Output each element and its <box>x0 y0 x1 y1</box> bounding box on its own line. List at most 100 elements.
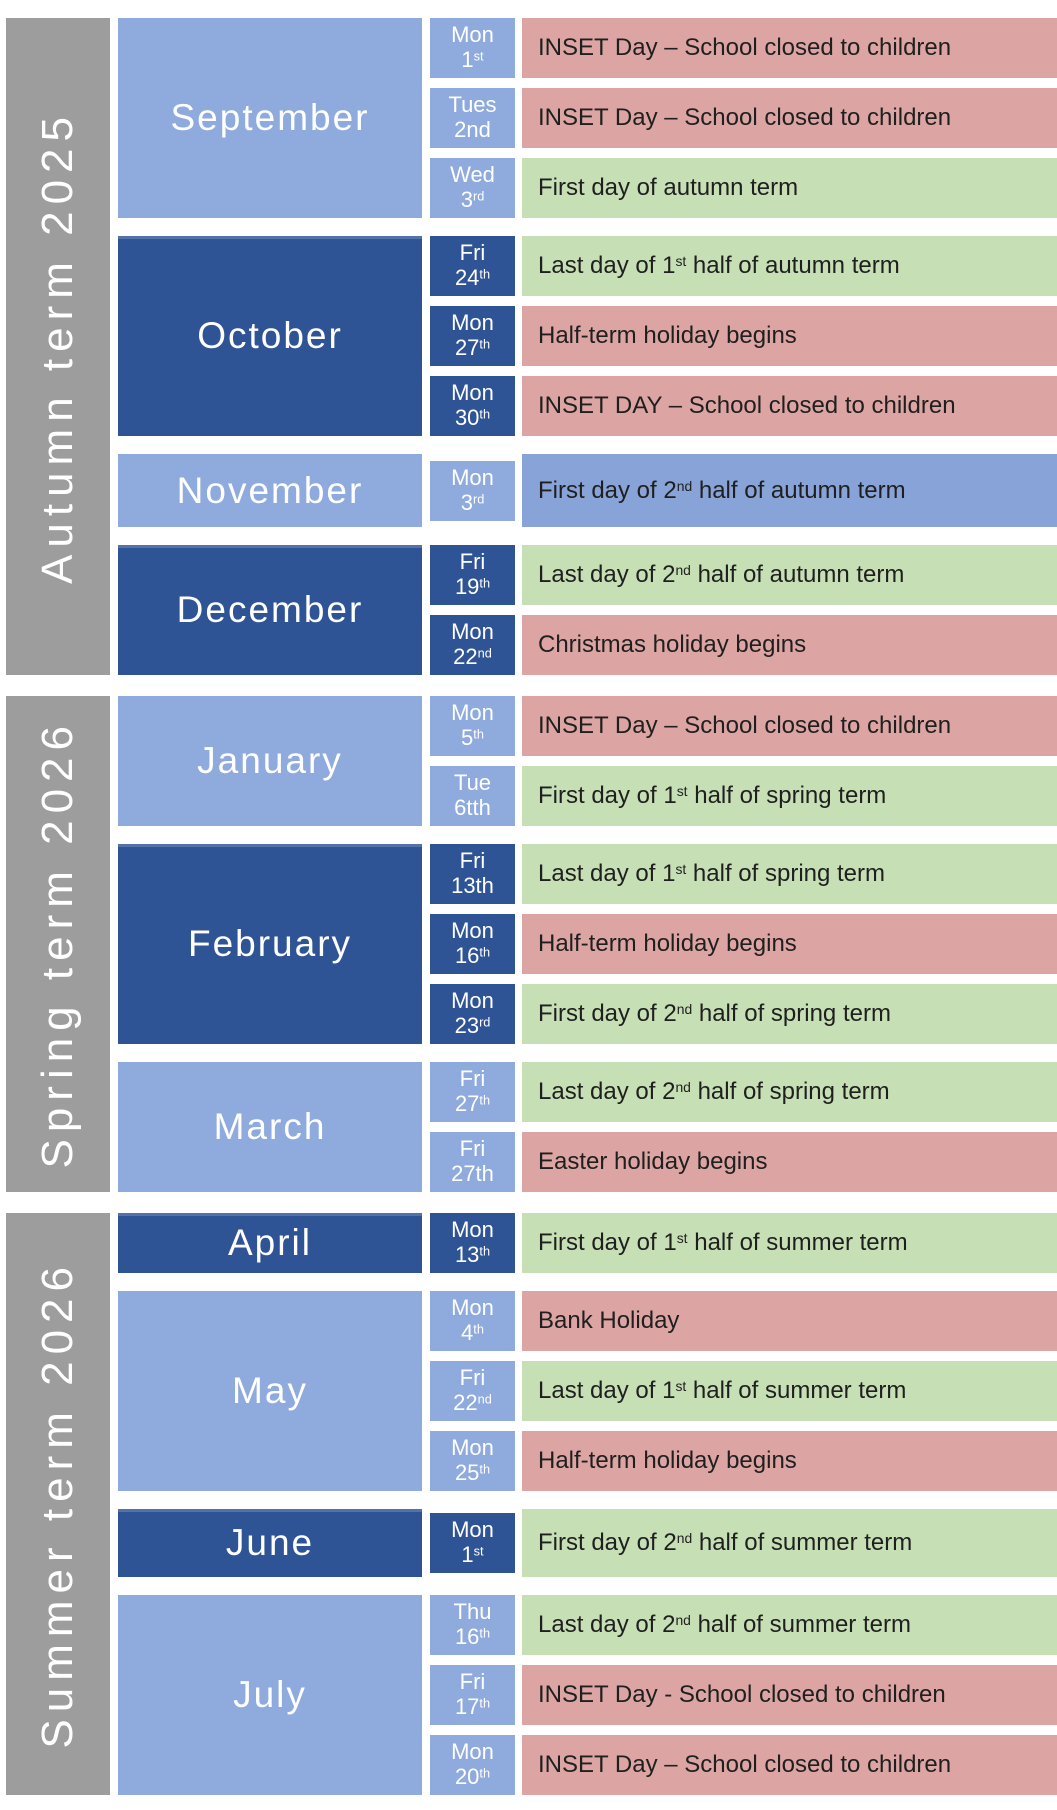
month-group: January Mon 5th INSET Day – School closed t… <box>118 696 1057 826</box>
event-cell: First day of 1st half of spring term <box>522 766 1057 826</box>
event-label: First day of 2nd half of summer term <box>538 1529 913 1556</box>
date-cell: Mon 22nd <box>430 615 515 675</box>
day-name: Mon <box>451 22 494 48</box>
term-label: Autumn term 2025 <box>33 109 82 584</box>
date-number: 13th <box>454 1242 491 1267</box>
event-row: Thu 16th Last day of 2nd half of summer te… <box>430 1595 1057 1655</box>
event-row: Fri 13th Last day of 1st half of spring te… <box>430 844 1057 904</box>
month-group: June Mon 1st First day of 2nd half of summe… <box>118 1509 1057 1577</box>
event-row: Mon 4th Bank Holiday <box>430 1291 1057 1351</box>
term-section: Spring term 2026 January Mon 5th INSET Day –… <box>6 696 1057 1192</box>
day-name: Mon <box>451 700 494 726</box>
month-cell: May <box>118 1291 422 1491</box>
month-group: July Thu 16th Last day of 2nd half of summe… <box>118 1595 1057 1795</box>
event-row: Mon 30th INSET DAY – School closed to chil… <box>430 376 1057 436</box>
event-row: Wed 3rd First day of autumn term <box>430 158 1057 218</box>
month-label: October <box>197 315 343 356</box>
day-name: Mon <box>451 1217 494 1243</box>
day-name: Fri <box>459 1365 486 1391</box>
month-label: March <box>213 1106 327 1147</box>
event-row: Mon 3rd First day of 2nd half of autumn te… <box>430 454 1057 527</box>
term-sidebar: Spring term 2026 <box>6 696 110 1192</box>
month-cell: June <box>118 1509 422 1577</box>
day-name: Fri <box>459 549 486 575</box>
date-cell: Mon 1st <box>430 18 515 78</box>
date-cell: Wed 3rd <box>430 158 515 218</box>
rows-column: Fri 27th Last day of 2nd half of spring te… <box>430 1062 1057 1192</box>
month-cell: October <box>118 236 422 436</box>
date-number: 22nd <box>453 644 492 669</box>
month-group: March Fri 27th Last day of 2nd half of spri… <box>118 1062 1057 1192</box>
rows-column: Fri 24th Last day of 1st half of autumn te… <box>430 236 1057 436</box>
event-label: Last day of 1st half of autumn term <box>538 252 900 279</box>
date-number: 13th <box>451 873 494 898</box>
date-number: 25th <box>454 1460 491 1485</box>
day-name: Tues <box>448 92 497 118</box>
month-label: January <box>197 740 343 781</box>
date-cell: Fri 24th <box>430 236 515 296</box>
date-number: 3rd <box>460 489 485 515</box>
event-row: Tues 2nd INSET Day – School closed to chil… <box>430 88 1057 148</box>
event-label: First day of 1st half of spring term <box>538 782 887 809</box>
month-label: November <box>176 469 364 511</box>
date-number: 23rd <box>454 1013 491 1038</box>
date-number: 1st <box>461 1542 484 1567</box>
rows-column: Thu 16th Last day of 2nd half of summer te… <box>430 1595 1057 1795</box>
event-cell: Bank Holiday <box>522 1291 1057 1351</box>
date-cell: Mon 16th <box>430 914 515 974</box>
date-cell: Mon 3rd <box>430 460 515 521</box>
month-cell: March <box>118 1062 422 1192</box>
event-label: INSET Day – School closed to children <box>538 104 952 131</box>
date-number: 20th <box>454 1764 491 1789</box>
month-group: December Fri 19th Last day of 2nd half of a… <box>118 545 1057 675</box>
event-cell: INSET Day – School closed to children <box>522 18 1057 78</box>
date-number: 4th <box>461 1320 484 1345</box>
day-name: Thu <box>453 1599 492 1625</box>
term-sidebar: Summer term 2026 <box>6 1213 110 1795</box>
event-cell: First day of autumn term <box>522 158 1057 218</box>
date-number: 16th <box>454 1624 491 1649</box>
event-cell: First day of 2nd half of autumn term <box>522 454 1057 527</box>
event-label: Last day of 2nd half of spring term <box>538 1078 890 1105</box>
day-name: Mon <box>451 464 494 490</box>
event-label: INSET Day – School closed to children <box>538 1751 952 1778</box>
month-label: December <box>176 589 364 630</box>
event-label: Last day of 2nd half of summer term <box>538 1611 911 1638</box>
event-cell: Last day of 1st half of summer term <box>522 1361 1057 1421</box>
rows-column: Mon 4th Bank Holiday Fri 22nd Last day of 1st… <box>430 1291 1057 1491</box>
event-cell: Easter holiday begins <box>522 1132 1057 1192</box>
month-label: April <box>227 1222 313 1263</box>
month-label: September <box>170 97 370 138</box>
month-group: November Mon 3rd First day of 2nd half of a… <box>118 454 1057 527</box>
event-row: Fri 17th INSET Day - School closed to chil… <box>430 1665 1057 1725</box>
event-label: Easter holiday begins <box>538 1148 768 1175</box>
month-group: September Mon 1st INSET Day – School closed… <box>118 18 1057 218</box>
event-row: Mon 16th Half-term holiday begins <box>430 914 1057 974</box>
day-name: Mon <box>451 1739 494 1765</box>
event-row: Mon 5th INSET Day – School closed to child… <box>430 696 1057 756</box>
event-label: Bank Holiday <box>538 1307 680 1334</box>
date-number: 6tth <box>454 795 491 820</box>
event-cell: INSET Day – School closed to children <box>522 1735 1057 1795</box>
event-label: INSET DAY – School closed to children <box>538 392 956 419</box>
day-name: Wed <box>450 162 495 188</box>
date-number: 22nd <box>453 1390 492 1415</box>
month-cell: February <box>118 844 422 1044</box>
date-number: 17th <box>454 1694 491 1719</box>
date-cell: Fri 17th <box>430 1665 515 1725</box>
day-name: Mon <box>451 310 494 336</box>
date-cell: Tue 6tth <box>430 766 515 826</box>
day-name: Mon <box>451 988 494 1014</box>
month-label: May <box>232 1370 308 1411</box>
event-cell: INSET Day - School closed to children <box>522 1665 1057 1725</box>
months-column: April Mon 13th First day of 1st half of sum… <box>118 1213 1057 1795</box>
event-cell: First day of 2nd half of summer term <box>522 1509 1057 1577</box>
event-cell: First day of 2nd half of spring term <box>522 984 1057 1044</box>
event-cell: Last day of 1st half of spring term <box>522 844 1057 904</box>
month-label: February <box>187 923 353 964</box>
month-group: October Fri 24th Last day of 1st half of au… <box>118 236 1057 436</box>
event-row: Fri 27th Last day of 2nd half of spring te… <box>430 1062 1057 1122</box>
month-cell: April <box>118 1213 422 1273</box>
date-number: 1st <box>461 47 484 72</box>
